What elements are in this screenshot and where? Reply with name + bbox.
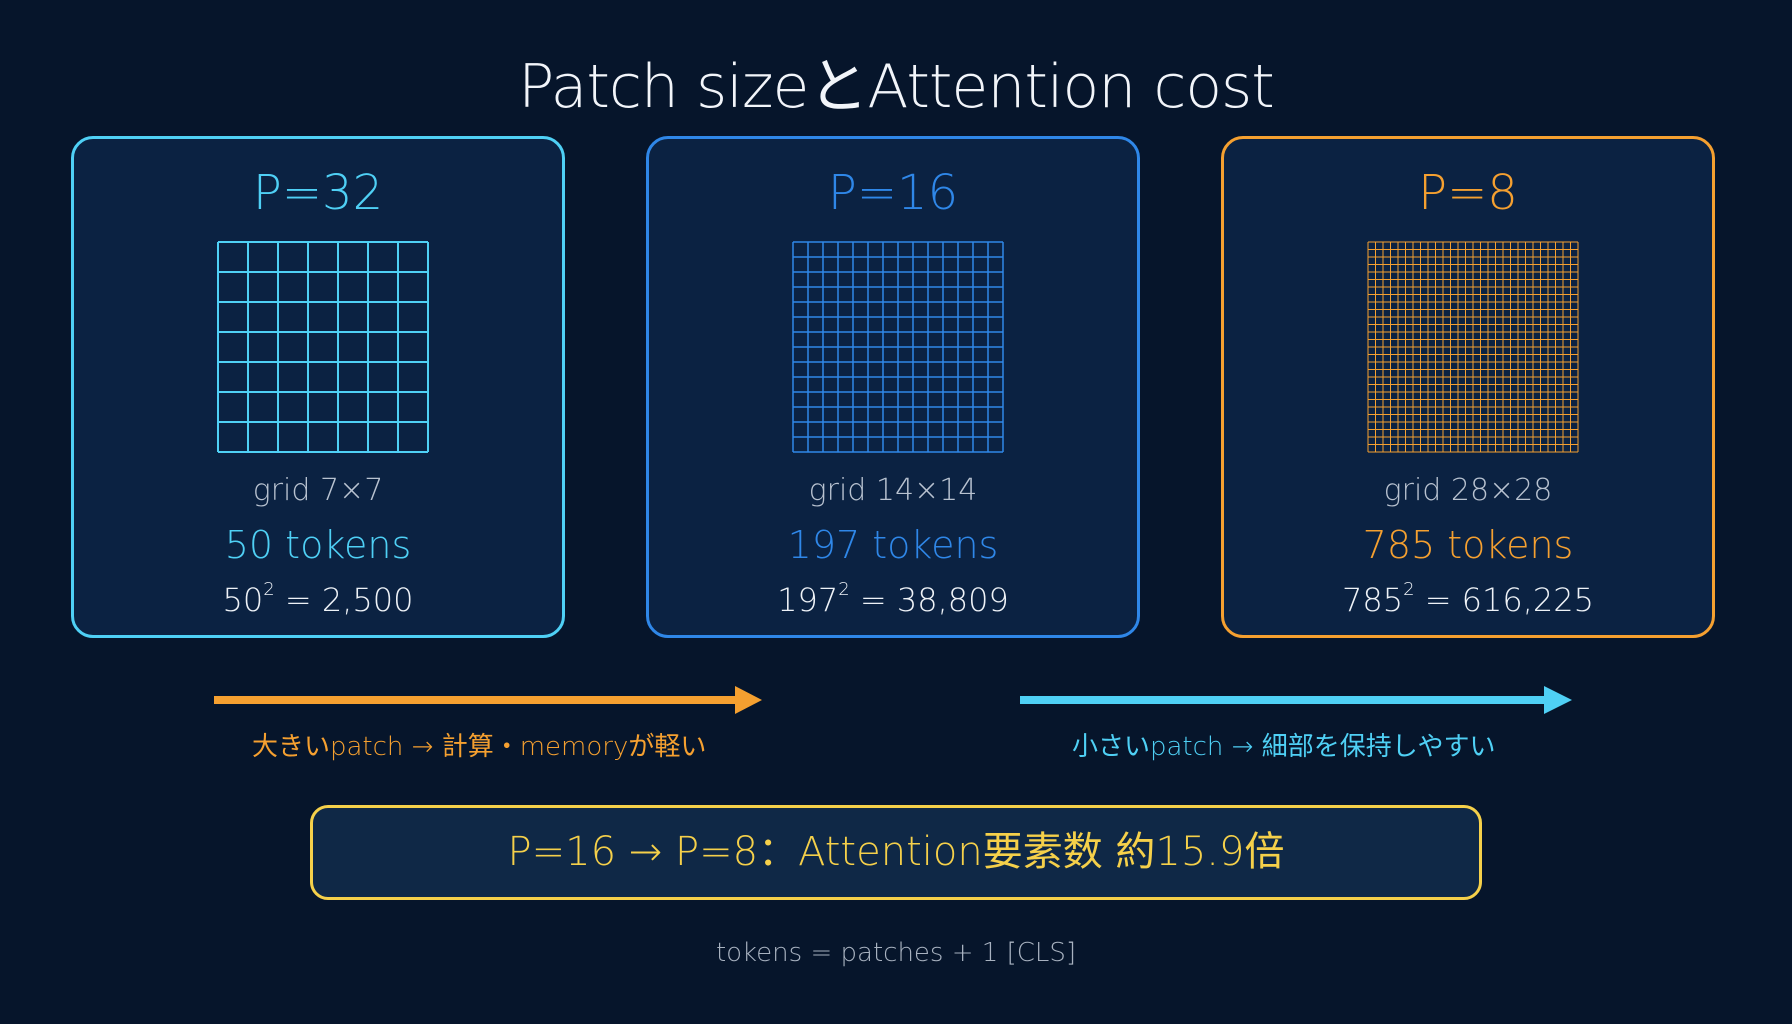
square-base: 197 [777,581,839,619]
arrow-caption-large-patch: 大きいpatch → 計算・memoryが軽い [252,732,707,762]
arrow-small-patch-head [1544,686,1572,714]
attention-square: 7852 = 616,225 [1224,579,1712,619]
token-count: 785 tokens [1362,523,1574,567]
square-result: = 616,225 [1414,581,1594,619]
token-count: 197 tokens [787,523,999,567]
attention-square: 1972 = 38,809 [649,579,1137,619]
square-exponent: 2 [263,579,275,601]
square-base: 50 [222,581,264,619]
square-result: = 38,809 [849,581,1009,619]
footnote: tokens = patches + 1 [CLS] [715,938,1077,968]
patch-grid [1367,241,1579,453]
card-p32: P=32 grid 7×7 50 tokens 502 = 2,500 [71,136,565,638]
card-p8: P=8 grid 28×28 785 tokens 7852 = 616,225 [1221,136,1715,638]
grid-label: grid 28×28 [1383,473,1553,508]
arrow-caption-small-patch: 小さいpatch → 細部を保持しやすい [1072,732,1496,762]
tradeoff-arrows [214,686,1572,714]
square-base: 785 [1341,581,1404,619]
square-result: = 2,500 [274,581,414,619]
square-exponent: 2 [838,579,850,601]
diagram-title: Patch sizeとAttention cost [518,52,1275,122]
token-count: 50 tokens [224,523,412,567]
grid-label: grid 14×14 [808,473,978,508]
patch-size-label: P=32 [252,165,384,221]
grid-label: grid 7×7 [252,473,384,508]
cost-callout: P=16 → P=8：Attention要素数 約15.9倍 [310,805,1482,900]
patch-size-label: P=16 [827,165,959,221]
patch-size-label: P=8 [1418,165,1518,221]
patch-grid [217,241,429,453]
arrow-large-patch-head [735,686,762,714]
card-p16: P=16 grid 14×14 197 tokens 1972 = 38,809 [646,136,1140,638]
square-exponent: 2 [1403,579,1415,601]
patch-grid [792,241,1004,453]
attention-square: 502 = 2,500 [74,579,562,619]
